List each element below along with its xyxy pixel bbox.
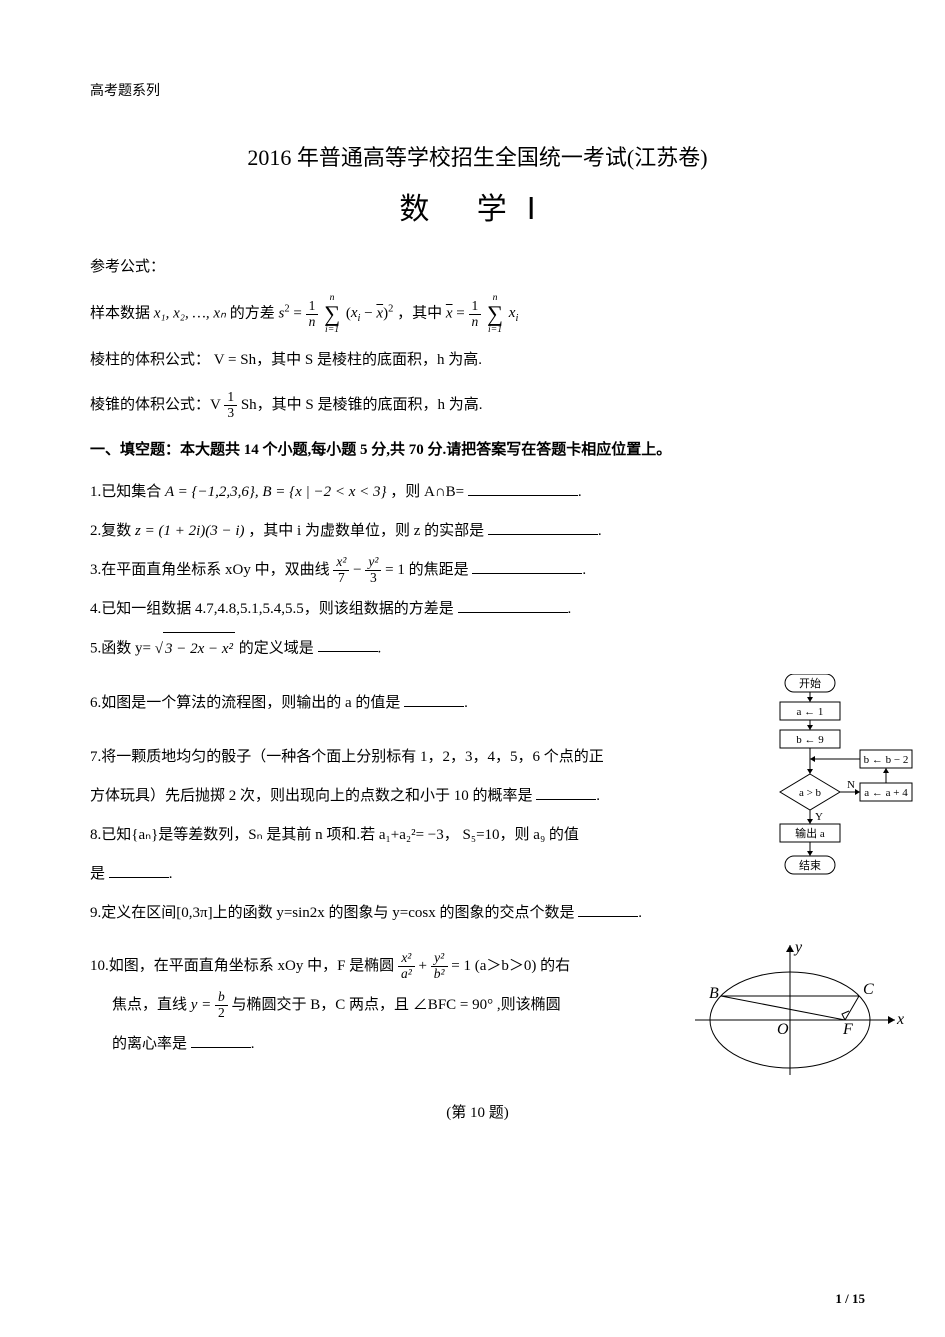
q2-expr: z = (1 + 2i)(3 − i) [135, 523, 245, 539]
variance-prefix: 样本数据 [90, 305, 154, 321]
page-number: 1 / 15 [835, 1291, 865, 1307]
q8-blank [109, 863, 169, 878]
fc-a-update: a ← a + 4 [864, 787, 908, 799]
question-5: 5.函数 y= √3 − 2x − x² 的定义域是 . [90, 632, 865, 666]
q2-post: ，其中 i 为虚数单位，则 z 的实部是 [248, 523, 484, 539]
point-b-label: B [709, 985, 719, 1002]
variance-formula-line: 样本数据 x₁, x₂, …, xₙ 的方差 s2 = 1n n∑i=1 (xi… [90, 293, 865, 335]
figure-10-caption: (第 10 题) [90, 1101, 865, 1122]
fc-a-init: a ← 1 [797, 706, 824, 718]
q10-l1-pre: 10.如图，在平面直角坐标系 xOy 中，F 是椭圆 [90, 958, 398, 974]
q10-frac2: y²b² [431, 951, 448, 982]
question-9: 9.定义在区间[0,3π]上的函数 y=sin2x 的图象与 y=cosx 的图… [90, 897, 865, 930]
question-7-line1: 7.将一颗质地均匀的骰子（一种各个面上分别标有 1，2，3，4，5，6 个点的正 [90, 741, 710, 774]
q4-text: 4.已知一组数据 4.7,4.8,5.1,5.4,5.5，则该组数据的方差是 [90, 601, 454, 617]
q5-blank [318, 637, 378, 652]
variance-where: ，其中 [397, 305, 446, 321]
q2-pre: 2.复数 [90, 523, 135, 539]
frac-1-n-b: 1n [469, 299, 482, 330]
flowchart-diagram: 开始 a ← 1 b ← 9 a > b N [755, 674, 905, 919]
question-8-line2: 是 . [90, 858, 865, 891]
fc-b-init: b ← 9 [796, 734, 824, 746]
frac-1-3: 13 [224, 390, 237, 421]
variance-samples: x₁, x₂, …, xₙ [154, 305, 230, 321]
question-3: 3.在平面直角坐标系 xOy 中，双曲线 x²7 − y²3 = 1 的焦距是 … [90, 554, 865, 587]
q3-blank [472, 559, 582, 574]
exam-title: 2016 年普通高等学校招生全国统一考试(江苏卷) [90, 140, 865, 172]
question-4: 4.已知一组数据 4.7,4.8,5.1,5.4,5.5，则该组数据的方差是 . [90, 593, 865, 626]
question-6: 6.如图是一个算法的流程图，则输出的 a 的值是 . [90, 684, 865, 723]
q7-blank [536, 785, 596, 800]
q7-l2-text: 方体玩具）先后抛掷 2 次，则出现向上的点数之和小于 10 的概率是 [90, 788, 533, 804]
cone-prefix: 棱锥的体积公式：V [90, 397, 224, 413]
q1-pre: 1.已知集合 [90, 484, 165, 500]
sum-symbol-a: n∑i=1 [324, 293, 340, 335]
q10-frac1: x²a² [398, 951, 415, 982]
q2-blank [488, 520, 598, 535]
exam-subtitle: 数 学Ⅰ [90, 184, 865, 228]
point-c-label: C [863, 981, 874, 998]
q10-frac3: b2 [215, 990, 228, 1021]
fc-yes: Y [815, 811, 823, 823]
question-1: 1.已知集合 A = {−1,2,3,6}, B = {x | −2 < x <… [90, 476, 865, 509]
q9-text: 9.定义在区间[0,3π]上的函数 y=sin2x 的图象与 y=cosx 的图… [90, 905, 575, 921]
section-heading: 一、填空题：本大题共 14 个小题,每小题 5 分,共 70 分.请把答案写在答… [90, 431, 865, 470]
fc-start: 开始 [799, 676, 821, 690]
q4-blank [458, 598, 568, 613]
q9-blank [578, 902, 638, 917]
fc-output: 输出 a [795, 826, 825, 840]
sum-symbol-b: n∑i=1 [487, 293, 503, 335]
q1-blank [468, 481, 578, 496]
q3-frac2: y²3 [365, 555, 381, 586]
q3-post: 的焦距是 [409, 562, 469, 578]
axis-x-label: x [896, 1011, 904, 1028]
q10-l1-post: (a＞b＞0) 的右 [475, 958, 570, 974]
q10-l2-post: 与椭圆交于 B，C 两点，且 ∠BFC = 90° ,则该椭圆 [232, 997, 561, 1013]
cone-suffix: Sh，其中 S 是棱锥的底面积，h 为高. [241, 397, 483, 413]
question-10-line1: 10.如图，在平面直角坐标系 xOy 中，F 是椭圆 x²a² + y²b² =… [90, 950, 650, 983]
question-8-line1: 8.已知{aₙ}是等差数列，Sₙ 是其前 n 项和.若 a₁+a₂²= −3， … [90, 819, 710, 852]
fc-b-update: b ← b − 2 [864, 754, 909, 766]
fc-no: N [847, 779, 855, 791]
q10-l3-text: 的离心率是 [112, 1036, 187, 1052]
header-series-tag: 高考题系列 [90, 80, 865, 100]
q5-radicand: 3 − 2x − x² [163, 632, 235, 666]
q3-frac1: x²7 [333, 555, 349, 586]
fc-cond: a > b [799, 787, 822, 799]
question-7-line2: 方体玩具）先后抛掷 2 次，则出现向上的点数之和小于 10 的概率是 . [90, 780, 710, 813]
origin-label: O [777, 1021, 789, 1038]
q6-text: 6.如图是一个算法的流程图，则输出的 a 的值是 [90, 695, 400, 711]
point-f-label: F [842, 1021, 853, 1038]
variance-mid: 的方差 [230, 305, 279, 321]
q1-post: ，则 A∩B= [390, 484, 464, 500]
q10-blank [191, 1033, 251, 1048]
frac-1-n-a: 1n [306, 299, 319, 330]
xbar: x [446, 305, 453, 321]
ellipse-diagram: x y B C F O [695, 940, 895, 1085]
question-10-line2: 焦点，直线 y = b2 与椭圆交于 B，C 两点，且 ∠BFC = 90° ,… [90, 989, 650, 1022]
q5-post: 的定义域是 [239, 640, 314, 656]
q8-l2-text: 是 [90, 866, 105, 882]
q5-sqrt: √3 − 2x − x² [155, 632, 235, 666]
cone-formula: 棱锥的体积公式：V 13 Sh，其中 S 是棱锥的底面积，h 为高. [90, 386, 865, 425]
axis-y-label: y [793, 940, 803, 956]
q5-pre: 5.函数 y= [90, 640, 151, 656]
q3-pre: 3.在平面直角坐标系 xOy 中，双曲线 [90, 562, 333, 578]
q10-l2-pre: 焦点，直线 [112, 997, 191, 1013]
q6-blank [404, 692, 464, 707]
q1-sets: A = {−1,2,3,6}, B = {x | −2 < x < 3} [165, 484, 386, 500]
reference-formula-label: 参考公式： [90, 248, 865, 287]
question-2: 2.复数 z = (1 + 2i)(3 − i) ，其中 i 为虚数单位，则 z… [90, 515, 865, 548]
prism-formula: 棱柱的体积公式： V = Sh，其中 S 是棱柱的底面积，h 为高. [90, 341, 865, 380]
fc-end: 结束 [799, 859, 821, 872]
